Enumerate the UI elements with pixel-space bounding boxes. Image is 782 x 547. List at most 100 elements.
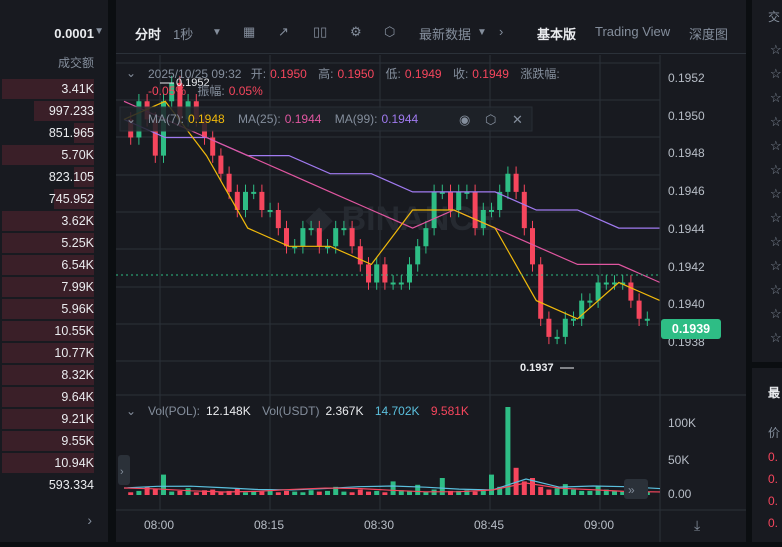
volume-bar: [366, 491, 371, 495]
ohlc-readout-line2: -0.05% 振幅: 0.05%: [148, 83, 263, 98]
vol-ma2-value: 9.581K: [431, 404, 469, 418]
chevron-right-icon[interactable]: ›: [120, 466, 124, 478]
volume-bar: [144, 486, 150, 495]
volume-bar: [128, 492, 134, 495]
volume-bar: [530, 478, 535, 495]
volume-bar: [571, 489, 576, 495]
current-price-badge: 0.1939: [661, 319, 721, 339]
star-icon[interactable]: ☆: [770, 330, 782, 345]
candle-type-icon[interactable]: ▯▯: [313, 24, 328, 39]
latest-data-selector[interactable]: 最新数据: [419, 27, 472, 42]
collapse-icon[interactable]: ⌄: [126, 404, 136, 418]
star-icon[interactable]: ☆: [770, 186, 782, 201]
settings-icon[interactable]: ⬡: [485, 113, 496, 128]
chevron-right-icon[interactable]: ›: [499, 24, 504, 39]
low-marker: 0.1937: [520, 362, 554, 374]
star-icon[interactable]: ☆: [770, 42, 782, 57]
turnover-row: 823.105: [48, 170, 94, 184]
chart-svg[interactable]: ◆ BINANCE 0.1952 0.1937 ⌄ 2025/10/25 09:…: [116, 55, 746, 542]
depth-bar: [74, 123, 94, 143]
tab-basic[interactable]: 基本版: [537, 27, 577, 42]
collapse-icon[interactable]: ⌄: [126, 66, 136, 80]
close-icon[interactable]: ✕: [512, 113, 523, 128]
trade-price: 0.: [768, 516, 779, 530]
vol-ma1-value: 14.702K: [375, 404, 420, 418]
candle-body: [398, 282, 404, 285]
scroll-latest-button[interactable]: [624, 479, 648, 499]
eye-icon[interactable]: ◉: [459, 113, 470, 128]
depth-bar: [2, 387, 94, 407]
price-axis-label: 0.1950: [668, 109, 705, 123]
candle-body: [382, 264, 388, 283]
star-icon[interactable]: ☆: [770, 162, 782, 177]
tab-tradingview[interactable]: Trading View: [595, 24, 671, 39]
turnover-header: 成交额: [57, 56, 94, 70]
star-icon[interactable]: ☆: [770, 114, 782, 129]
interval-selector[interactable]: 1秒: [173, 27, 194, 42]
fit-axis-icon[interactable]: ⤓: [694, 518, 700, 534]
caret-down-icon[interactable]: ▼: [477, 27, 487, 38]
volume-axis-label: 50K: [668, 453, 689, 467]
close-value: 0.1949: [472, 67, 509, 81]
chevron-right-icon[interactable]: ›: [87, 512, 92, 528]
candle-body: [497, 191, 503, 210]
volume-ma-line-2: [123, 482, 661, 493]
star-icon[interactable]: ☆: [770, 138, 782, 153]
expand-panel-button[interactable]: [118, 455, 130, 485]
calendar-icon[interactable]: ▦: [243, 24, 256, 39]
star-icon[interactable]: ☆: [770, 210, 782, 225]
depth-bar: [54, 189, 94, 209]
hexagon-icon[interactable]: ⬡: [384, 24, 396, 39]
ma7-line: [123, 100, 661, 320]
tab-depth[interactable]: 深度图: [689, 27, 729, 42]
settings-sliders-icon[interactable]: ⚙: [350, 24, 362, 39]
volume-bar: [136, 490, 142, 495]
candle-body: [333, 228, 339, 247]
ma-legend-box: [119, 106, 533, 132]
indicator-icon[interactable]: ↗: [278, 24, 289, 39]
volume-bar: [505, 407, 511, 495]
time-axis-label: 09:00: [584, 518, 614, 532]
caret-down-icon[interactable]: ▼: [212, 27, 222, 38]
vol-pol-label: Vol(POL):: [148, 404, 200, 418]
ma99-value: 0.1944: [381, 112, 418, 126]
star-icon[interactable]: ☆: [770, 234, 782, 249]
volume-bar: [423, 491, 429, 495]
star-icon[interactable]: ☆: [770, 306, 782, 321]
volume-bar: [193, 492, 199, 495]
turnover-row: 9.21K: [61, 412, 94, 426]
ma7-value: 0.1948: [188, 112, 225, 126]
candle-body: [210, 137, 216, 156]
candle-body: [300, 228, 306, 247]
volume-bar: [513, 467, 519, 495]
double-chevron-right-icon[interactable]: »: [628, 483, 635, 497]
turnover-row: 10.94K: [54, 456, 94, 470]
turnover-row: 745.952: [48, 192, 94, 206]
trade-price: 0.: [768, 450, 779, 464]
tab-time-sharing[interactable]: 分时: [135, 27, 162, 42]
star-icon[interactable]: ☆: [770, 66, 782, 81]
candle-body: [423, 228, 429, 247]
volume-bar: [554, 488, 560, 495]
price-axis-label: 0.1942: [668, 260, 705, 274]
candlestick-chart[interactable]: ◆ BINANCE 0.1952 0.1937 ⌄ 2025/10/25 09:…: [116, 55, 746, 542]
precision-selector[interactable]: 0.0001: [54, 26, 94, 41]
candle-body: [243, 191, 248, 210]
volume-bar: [603, 489, 609, 495]
volume-bar: [538, 486, 544, 495]
depth-bar: [74, 167, 94, 187]
candle-body: [464, 191, 470, 194]
turnover-row: 5.25K: [61, 236, 94, 250]
collapse-icon[interactable]: ⌄: [126, 112, 136, 126]
open-value: 0.1950: [270, 67, 307, 81]
candle-body: [177, 83, 183, 120]
change-value: -0.05%: [148, 84, 186, 98]
volume-axis-label: 100K: [668, 416, 696, 430]
turnover-row: 9.55K: [61, 434, 94, 448]
star-icon[interactable]: ☆: [770, 258, 782, 273]
star-icon[interactable]: ☆: [770, 282, 782, 297]
candle-body: [448, 191, 453, 210]
star-icon[interactable]: ☆: [770, 90, 782, 105]
low-value: 0.1949: [405, 67, 442, 81]
caret-down-icon[interactable]: ▼: [94, 26, 104, 37]
